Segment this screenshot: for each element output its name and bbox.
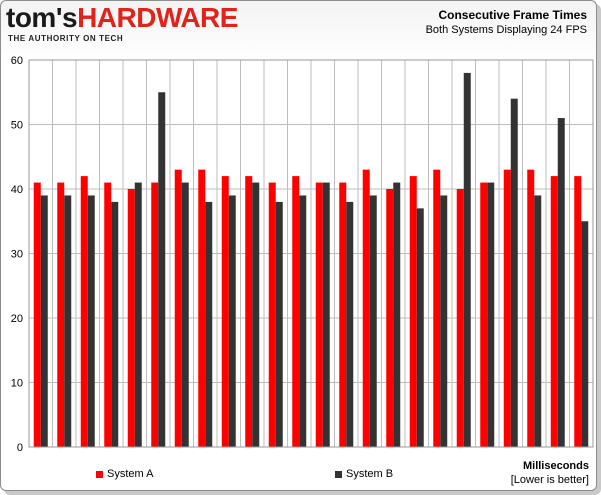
bar-system-a-11	[268, 182, 276, 448]
y-axis-note: [Lower is better]	[510, 474, 589, 486]
chart-subtitle: Both Systems Displaying 24 FPS	[425, 24, 587, 36]
legend-label-system-a: System A	[107, 468, 154, 480]
bar-system-b-21	[510, 98, 518, 447]
legend-label-system-b: System B	[346, 468, 394, 480]
bar-system-a-23	[550, 176, 558, 447]
bar-system-b-2	[64, 195, 72, 447]
y-axis-unit: Milliseconds [Lower is better]	[489, 459, 589, 487]
bar-system-b-14	[346, 201, 354, 447]
bar-system-a-17	[409, 176, 417, 447]
bar-system-b-3	[87, 195, 95, 447]
legend-item-system-a: System A	[96, 468, 153, 480]
bar-system-b-11	[275, 201, 283, 447]
legend-swatch-system-a	[96, 470, 103, 478]
bar-system-a-16	[386, 189, 394, 447]
bar-system-b-12	[299, 195, 307, 447]
bar-system-a-12	[292, 176, 300, 447]
plot-border	[28, 59, 594, 448]
bar-system-b-19	[463, 72, 471, 448]
logo-toms: tom's	[6, 2, 78, 33]
bar-system-a-14	[339, 182, 347, 448]
y-tick-label-40: 40	[11, 184, 23, 196]
bar-system-a-3	[80, 176, 88, 447]
bar-system-b-23	[557, 118, 565, 448]
bar-system-b-24	[581, 221, 589, 447]
bar-system-a-22	[527, 169, 535, 447]
y-axis-label: Milliseconds	[522, 460, 589, 472]
bar-system-b-8	[205, 201, 213, 447]
bar-system-a-21	[503, 169, 511, 447]
bar-system-b-22	[534, 195, 542, 447]
bar-system-a-18	[433, 169, 441, 447]
bar-system-a-13	[315, 182, 323, 448]
bar-system-a-9	[221, 176, 229, 447]
bar-system-a-1	[33, 182, 41, 448]
bar-system-a-7	[174, 169, 182, 447]
bar-system-b-18	[440, 195, 448, 447]
bar-system-b-20	[487, 182, 495, 448]
bar-system-b-5	[134, 182, 142, 448]
bar-system-a-4	[104, 182, 112, 448]
legend-item-system-b: System B	[335, 468, 393, 480]
bar-system-b-1	[40, 195, 48, 447]
bar-system-a-20	[480, 182, 488, 448]
bar-system-b-13	[322, 182, 330, 448]
bar-system-b-4	[111, 201, 119, 447]
y-tick-label-10: 10	[11, 378, 23, 390]
bar-system-a-8	[198, 169, 206, 447]
logo-hardware: HARDWARE	[77, 2, 238, 33]
bar-system-b-6	[158, 92, 166, 447]
bar-system-a-2	[57, 182, 65, 448]
bar-system-a-24	[574, 176, 582, 447]
y-tick-label-60: 60	[11, 55, 23, 67]
y-tick-label-30: 30	[11, 249, 23, 261]
logo-tagline: THE AUTHORITY ON TECH	[8, 34, 124, 43]
bar-system-a-15	[362, 169, 370, 447]
bar-system-b-10	[252, 182, 260, 448]
legend-swatch-system-b	[335, 470, 342, 478]
bar-system-b-15	[369, 195, 377, 447]
y-tick-label-0: 0	[17, 442, 23, 454]
bar-system-b-16	[393, 182, 401, 448]
bar-system-b-17	[416, 208, 424, 447]
chart-title: Consecutive Frame Times	[438, 8, 587, 22]
bar-system-a-10	[245, 176, 253, 447]
bar-system-b-9	[228, 195, 236, 447]
y-tick-label-50: 50	[11, 120, 23, 132]
bar-system-a-19	[456, 189, 464, 447]
y-tick-label-20: 20	[11, 313, 23, 325]
logo: tom'sHARDWARE	[6, 2, 238, 34]
bar-system-b-7	[181, 182, 189, 448]
bar-system-a-5	[127, 189, 135, 447]
bar-system-a-6	[151, 182, 159, 448]
